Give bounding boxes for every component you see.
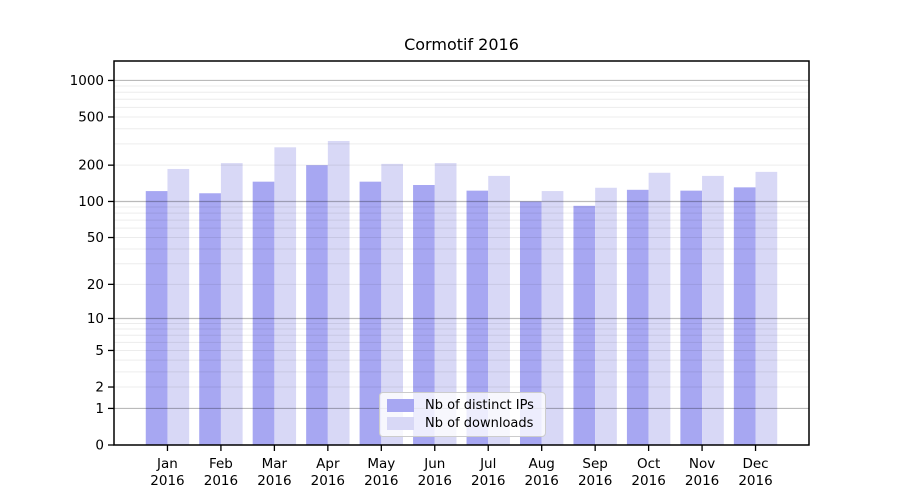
bar-mar-distinct-ips — [252, 181, 275, 445]
x-tick-label-year: 2016 — [525, 473, 559, 489]
bar-apr-downloads — [327, 140, 350, 445]
y-tick-label: 2 — [95, 380, 104, 396]
y-tick-label: 1 — [95, 401, 104, 417]
bar-apr-distinct-ips — [306, 165, 328, 445]
x-tick-label-year: 2016 — [257, 473, 291, 489]
bar-feb-distinct-ips — [199, 193, 221, 445]
legend-swatch-downloads-icon — [387, 417, 414, 430]
x-tick-label-month: Mar — [262, 456, 288, 472]
legend-label-downloads: Nb of downloads — [425, 416, 534, 431]
x-tick-label-year: 2016 — [471, 473, 505, 489]
bar-may-downloads — [381, 163, 404, 446]
x-tick-label-year: 2016 — [364, 473, 398, 489]
bar-sep-distinct-ips — [573, 205, 596, 445]
y-tick-label: 100 — [78, 194, 104, 210]
bar-may-distinct-ips — [359, 181, 382, 445]
x-tick-label-month: Jul — [479, 456, 496, 472]
bar-dec-distinct-ips — [733, 187, 756, 445]
y-tick-label: 500 — [78, 109, 104, 125]
y-tick-label: 50 — [87, 230, 104, 246]
x-tick-label-month: May — [367, 456, 395, 472]
chart-title: Cormotif 2016 — [404, 35, 519, 54]
legend-swatch-distinct-ips-icon — [387, 399, 414, 412]
bar-jul-distinct-ips — [466, 190, 489, 445]
y-tick-label: 0 — [95, 438, 104, 454]
x-tick-label-month: Apr — [316, 456, 340, 472]
y-tick-label: 20 — [87, 277, 104, 293]
bar-nov-downloads — [702, 175, 724, 445]
x-tick-label-year: 2016 — [204, 473, 238, 489]
legend-item-downloads: Nb of downloads — [387, 416, 537, 431]
bar-mar-downloads — [274, 147, 297, 445]
bar-oct-downloads — [648, 172, 671, 446]
y-tick-label: 10 — [87, 311, 104, 327]
x-tick-label-year: 2016 — [311, 473, 345, 489]
bar-oct-distinct-ips — [626, 189, 649, 445]
x-tick-label-month: Jun — [423, 456, 445, 472]
bar-jul-downloads — [488, 175, 510, 445]
x-tick-label-year: 2016 — [578, 473, 612, 489]
y-tick-label: 200 — [78, 158, 104, 174]
legend-item-distinct-ips: Nb of distinct IPs — [387, 398, 537, 413]
x-tick-label-month: Sep — [582, 456, 607, 472]
bar-jan-distinct-ips — [145, 191, 168, 445]
bar-feb-downloads — [220, 163, 243, 445]
y-tick-label: 5 — [95, 343, 104, 359]
bar-nov-distinct-ips — [680, 190, 703, 445]
x-tick-label-year: 2016 — [738, 473, 772, 489]
bar-jun-downloads — [434, 163, 457, 445]
x-tick-label-year: 2016 — [150, 473, 184, 489]
plot-frame — [113, 60, 810, 446]
x-tick-label-year: 2016 — [418, 473, 452, 489]
y-tick-label: 1000 — [70, 73, 104, 89]
x-tick-label-month: Nov — [689, 456, 715, 472]
x-tick-label-month: Jan — [156, 456, 178, 472]
x-tick-label-month: Dec — [742, 456, 768, 472]
x-tick-label-month: Feb — [209, 456, 233, 472]
bar-aug-downloads — [541, 191, 564, 445]
x-tick-label-year: 2016 — [631, 473, 665, 489]
bar-aug-distinct-ips — [519, 201, 542, 445]
legend: Nb of distinct IPs Nb of downloads — [379, 392, 546, 437]
x-tick-label-month: Aug — [529, 456, 555, 472]
bar-sep-downloads — [595, 187, 617, 446]
bar-jun-distinct-ips — [413, 185, 435, 445]
bar-jan-downloads — [167, 168, 190, 445]
legend-label-distinct-ips: Nb of distinct IPs — [425, 398, 534, 413]
x-tick-label-month: Oct — [637, 456, 660, 472]
bar-dec-downloads — [755, 171, 778, 445]
x-tick-label-year: 2016 — [685, 473, 719, 489]
